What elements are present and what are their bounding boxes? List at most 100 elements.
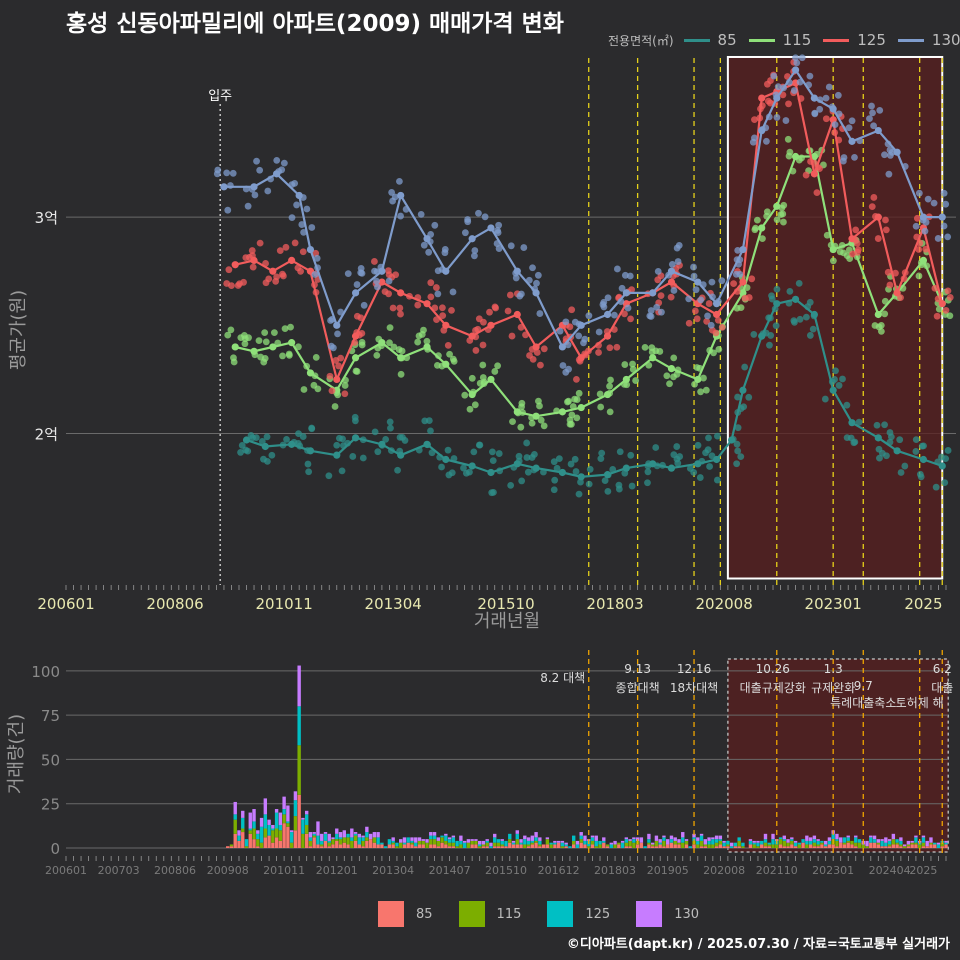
policy-label-bottom-5: 특례대출축소 <box>830 696 896 710</box>
volume-bar-130 <box>353 832 358 834</box>
price-point-85 <box>325 472 333 480</box>
policy-label-bottom-3: 대출규제강화 <box>740 681 806 695</box>
price-line-point-85 <box>423 440 431 448</box>
price-point-125 <box>432 284 440 291</box>
price-point-85 <box>912 448 920 455</box>
price-point-85 <box>886 429 894 436</box>
price-line-point-130 <box>829 105 837 113</box>
price-point-130 <box>668 260 676 268</box>
volume-x-tick-16: 2025 <box>909 864 937 877</box>
price-point-125 <box>573 375 580 383</box>
volume-bar-85 <box>500 846 504 848</box>
volume-bar-85 <box>605 846 610 848</box>
volume-bar-85 <box>887 846 892 848</box>
volume-bar-125 <box>662 837 666 841</box>
volume-bar-130 <box>639 837 644 843</box>
volume-bar-125 <box>944 842 948 845</box>
price-point-115 <box>420 326 427 334</box>
volume-bar-130 <box>714 835 719 840</box>
price-line-point-85 <box>487 468 495 477</box>
volume-bar-85 <box>933 844 937 848</box>
volume-bar-115 <box>523 844 527 848</box>
volume-bar-130 <box>654 835 659 841</box>
price-point-125 <box>480 318 487 326</box>
price-point-85 <box>795 279 803 287</box>
price-line-point-130 <box>378 267 386 275</box>
price-point-130 <box>944 233 952 241</box>
price-point-115 <box>373 351 381 359</box>
price-line-point-115 <box>468 390 476 399</box>
price-point-125 <box>444 341 452 349</box>
price-point-130 <box>562 368 570 376</box>
price-point-130 <box>214 166 222 174</box>
volume-bar-85 <box>511 844 516 848</box>
volume-bar-125 <box>880 840 884 847</box>
volume-y-axis-title: 거래량(건) <box>6 714 27 794</box>
price-line-point-130 <box>397 191 405 200</box>
price-line-point-115 <box>622 375 630 384</box>
volume-bar-130 <box>289 830 294 833</box>
price-point-85 <box>401 437 409 444</box>
price-point-115 <box>433 362 441 369</box>
price-line-point-85 <box>810 310 818 319</box>
volume-bar-125 <box>263 814 268 829</box>
price-point-125 <box>439 304 446 312</box>
volume-bar-115 <box>624 842 629 847</box>
price-point-130 <box>940 222 948 230</box>
price-point-130 <box>816 105 824 113</box>
price-point-115 <box>466 405 474 413</box>
volume-bar-85 <box>831 844 835 848</box>
volume-bar-115 <box>391 842 395 845</box>
price-line-point-125 <box>603 332 612 340</box>
volume-bar-125 <box>297 706 301 746</box>
price-line-point-85 <box>577 473 585 481</box>
volume-bar-130 <box>237 830 241 836</box>
price-line-point-130 <box>558 343 567 351</box>
price-point-125 <box>693 315 701 323</box>
price-point-130 <box>517 290 525 298</box>
volume-bar-130 <box>414 837 418 843</box>
volume-legend-item-115: 115 <box>458 901 521 927</box>
volume-bar-85 <box>417 844 422 848</box>
volume-bar-85 <box>590 844 595 848</box>
price-point-115 <box>763 208 771 216</box>
volume-bar-130 <box>887 839 892 841</box>
price-line-85 <box>246 298 943 478</box>
price-point-130 <box>798 54 806 62</box>
price-point-125 <box>358 329 366 337</box>
price-point-115 <box>227 326 235 334</box>
price-point-130 <box>556 327 564 335</box>
volume-bar-125 <box>857 839 862 843</box>
price-line-point-115 <box>306 369 315 377</box>
price-line-point-125 <box>250 256 258 264</box>
price-point-125 <box>852 226 860 234</box>
volume-bar-85 <box>624 846 629 848</box>
volume-bar-130 <box>511 840 516 843</box>
price-point-115 <box>535 397 542 405</box>
price-point-85 <box>338 467 346 475</box>
legend-line-85 <box>683 38 710 42</box>
volume-bar-125 <box>477 844 482 847</box>
price-point-130 <box>229 169 237 177</box>
volume-bar-130 <box>782 835 786 840</box>
price-point-125 <box>886 281 894 289</box>
price-point-85 <box>733 460 741 468</box>
volume-x-tick-2: 200806 <box>154 864 196 877</box>
price-line-point-115 <box>874 310 882 319</box>
volume-bar-125 <box>681 837 685 843</box>
price-point-85 <box>371 428 379 436</box>
volume-bar-130 <box>293 791 298 801</box>
price-point-125 <box>705 300 713 307</box>
price-point-125 <box>537 361 544 369</box>
price-point-130 <box>866 115 873 123</box>
volume-bar-125 <box>429 835 433 840</box>
price-point-115 <box>537 416 545 424</box>
price-point-125 <box>882 226 890 234</box>
volume-bar-115 <box>714 842 719 847</box>
price-point-130 <box>782 117 790 124</box>
price-line-point-85 <box>242 436 251 444</box>
price-point-125 <box>685 319 693 327</box>
price-point-85 <box>644 479 651 487</box>
price-point-130 <box>653 303 661 311</box>
policy-label-bottom-4: 규제완화 <box>811 681 855 695</box>
